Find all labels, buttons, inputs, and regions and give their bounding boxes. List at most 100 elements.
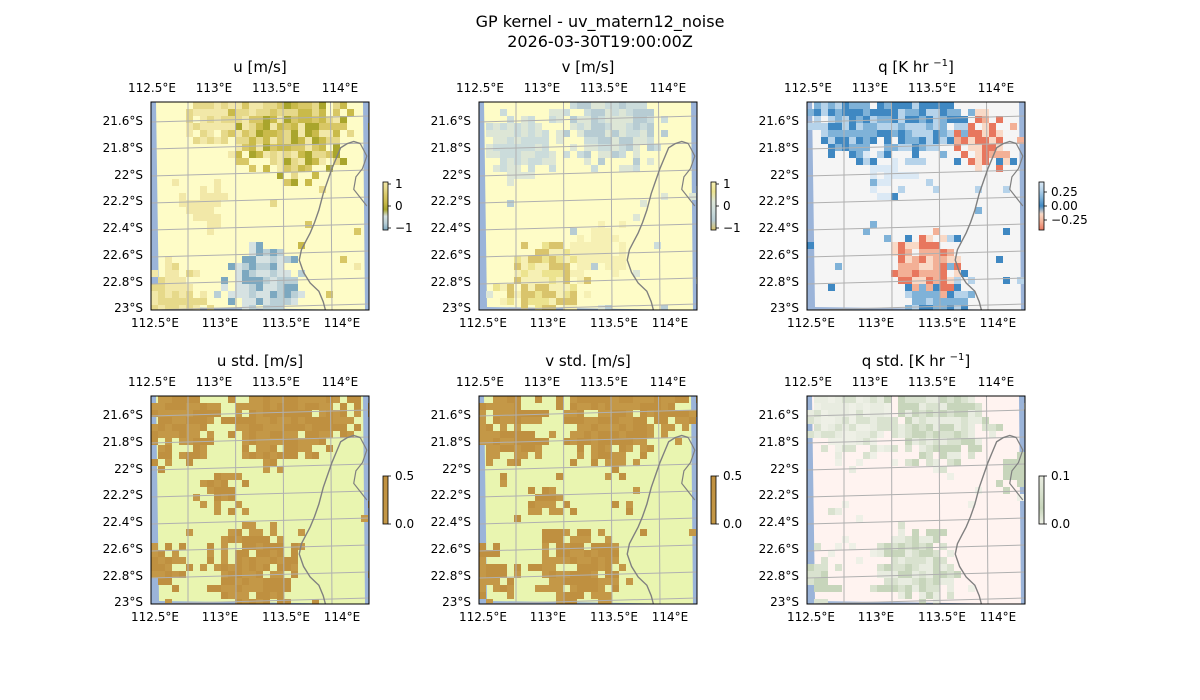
data-cell <box>165 256 172 263</box>
data-cell <box>947 438 954 445</box>
data-cell <box>912 557 919 564</box>
data-cell <box>326 151 333 158</box>
data-cell <box>884 102 891 109</box>
data-cell <box>319 424 326 431</box>
data-cell <box>186 130 193 137</box>
data-cell <box>933 263 940 270</box>
data-cell <box>298 529 305 536</box>
data-cell <box>493 396 500 403</box>
data-cell <box>263 298 270 305</box>
data-cell <box>235 424 242 431</box>
data-cell <box>570 228 577 235</box>
data-cell <box>228 298 235 305</box>
data-cell <box>912 270 919 277</box>
data-cell <box>612 410 619 417</box>
data-cell <box>891 564 898 571</box>
data-cell <box>814 102 821 109</box>
data-cell <box>221 494 228 501</box>
data-cell <box>340 431 347 438</box>
data-cell <box>172 291 179 298</box>
data-cell <box>242 452 249 459</box>
data-cell <box>291 144 298 151</box>
data-cell <box>235 536 242 543</box>
data-cell <box>933 144 940 151</box>
data-cell <box>291 179 298 186</box>
data-cell <box>898 522 905 529</box>
y-tick-label: 22.6°S <box>103 248 143 262</box>
data-cell <box>493 431 500 438</box>
data-cell <box>821 599 828 604</box>
data-cell <box>256 291 263 298</box>
data-cell <box>975 158 982 165</box>
data-cell <box>214 473 221 480</box>
data-cell <box>884 564 891 571</box>
data-cell <box>221 571 228 578</box>
data-cell <box>1003 151 1010 158</box>
data-cell <box>354 424 361 431</box>
data-cell <box>668 410 675 417</box>
data-cell <box>556 599 563 604</box>
data-cell <box>284 557 291 564</box>
data-cell <box>214 410 221 417</box>
data-cell <box>479 592 486 599</box>
data-cell <box>535 249 542 256</box>
data-cell <box>926 557 933 564</box>
data-cell <box>598 144 605 151</box>
data-cell <box>982 116 989 123</box>
data-cell <box>912 158 919 165</box>
data-cell <box>200 501 207 508</box>
data-cell <box>884 193 891 200</box>
y-tick-label: 22.8°S <box>431 275 471 289</box>
data-cell <box>891 585 898 592</box>
data-cell <box>996 424 1003 431</box>
data-cell <box>842 501 849 508</box>
data-cell <box>654 396 661 403</box>
data-cell <box>891 193 898 200</box>
data-cell <box>298 116 305 123</box>
data-cell <box>563 270 570 277</box>
data-cell <box>291 396 298 403</box>
data-cell <box>933 466 940 473</box>
data-cell <box>619 396 626 403</box>
data-cell <box>165 424 172 431</box>
data-cell <box>340 256 347 263</box>
data-cell <box>214 221 221 228</box>
data-cell <box>556 284 563 291</box>
map-gridlines <box>807 396 1025 604</box>
data-cell <box>856 557 863 564</box>
data-cell <box>256 564 263 571</box>
data-cell <box>968 137 975 144</box>
data-cell <box>165 438 172 445</box>
data-cell <box>242 543 249 550</box>
data-cell <box>870 130 877 137</box>
data-cell <box>849 543 856 550</box>
data-cell <box>521 277 528 284</box>
data-cell <box>584 263 591 270</box>
data-cell <box>214 585 221 592</box>
data-cell <box>919 291 926 298</box>
data-cell <box>556 263 563 270</box>
data-cell <box>221 543 228 550</box>
data-cell <box>500 571 507 578</box>
data-cell <box>598 403 605 410</box>
data-cell <box>312 452 319 459</box>
data-cell <box>570 403 577 410</box>
data-cell <box>256 557 263 564</box>
data-cell <box>954 438 961 445</box>
data-cell <box>284 417 291 424</box>
data-cell <box>912 305 919 310</box>
data-cell <box>584 158 591 165</box>
y-tick-label: 21.8°S <box>103 141 143 155</box>
data-cell <box>905 557 912 564</box>
x-tick-label-bottom: 113.5°E <box>918 610 966 624</box>
data-cell <box>165 277 172 284</box>
data-cell <box>933 417 940 424</box>
data-cell <box>591 543 598 550</box>
data-cell <box>605 410 612 417</box>
data-cell <box>556 571 563 578</box>
data-cell <box>193 123 200 130</box>
data-cell <box>200 193 207 200</box>
data-cell <box>605 151 612 158</box>
colorbar: 0.10.0 <box>1038 469 1070 531</box>
data-cell <box>214 480 221 487</box>
